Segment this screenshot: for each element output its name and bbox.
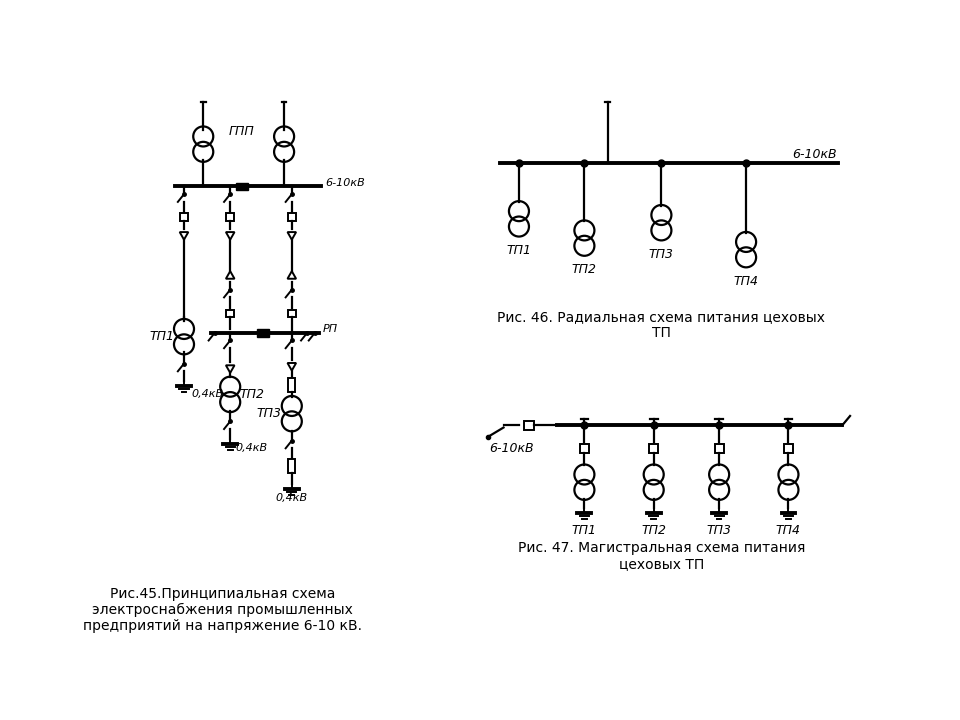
Text: 0,4кВ: 0,4кВ xyxy=(276,493,308,503)
Bar xyxy=(714,444,724,453)
Text: ТП3: ТП3 xyxy=(649,248,674,261)
Text: ТП3: ТП3 xyxy=(256,407,281,420)
Text: ТП1: ТП1 xyxy=(507,244,532,257)
Bar xyxy=(580,444,589,453)
Bar xyxy=(524,420,534,430)
Text: ТП2: ТП2 xyxy=(239,388,264,401)
Text: ТП3: ТП3 xyxy=(707,523,732,536)
Text: 6-10кВ: 6-10кВ xyxy=(792,148,837,161)
Bar xyxy=(257,329,270,337)
Bar xyxy=(288,378,296,392)
Bar xyxy=(783,444,793,453)
Text: ТП2: ТП2 xyxy=(572,264,597,276)
Text: Рис. 46. Радиальная схема питания цеховых
ТП: Рис. 46. Радиальная схема питания цеховы… xyxy=(497,310,826,340)
Bar xyxy=(288,213,296,221)
Bar xyxy=(649,444,659,453)
Bar xyxy=(227,213,234,221)
Text: ТП4: ТП4 xyxy=(733,275,758,288)
Text: 6-10кВ: 6-10кВ xyxy=(324,178,365,188)
Bar xyxy=(235,183,248,190)
Text: ТП4: ТП4 xyxy=(776,523,801,536)
Bar xyxy=(227,310,234,318)
Text: 0,4кВ: 0,4кВ xyxy=(191,390,223,400)
Text: Рис.45.Принципиальная схема
электроснабжения промышленных
предприятий на напряже: Рис.45.Принципиальная схема электроснабж… xyxy=(83,587,362,634)
Text: ТП1: ТП1 xyxy=(150,330,175,343)
Text: РП: РП xyxy=(323,324,338,334)
Text: ТП2: ТП2 xyxy=(641,523,666,536)
Text: Рис. 47. Магистральная схема питания
цеховых ТП: Рис. 47. Магистральная схема питания цех… xyxy=(517,541,805,571)
Bar xyxy=(288,459,296,473)
Text: ТП1: ТП1 xyxy=(572,523,597,536)
Bar xyxy=(180,213,188,221)
Text: 0,4кВ: 0,4кВ xyxy=(236,444,268,454)
Text: 6-10кВ: 6-10кВ xyxy=(489,442,534,455)
Bar xyxy=(288,310,296,318)
Text: ГПП: ГПП xyxy=(228,125,254,138)
